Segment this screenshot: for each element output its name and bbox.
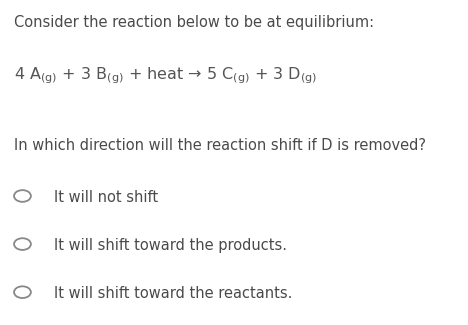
Text: It will shift toward the reactants.: It will shift toward the reactants. <box>54 286 292 301</box>
Text: In which direction will the reaction shift if D is removed?: In which direction will the reaction shi… <box>14 138 426 153</box>
Text: Consider the reaction below to be at equilibrium:: Consider the reaction below to be at equ… <box>14 15 374 30</box>
Text: It will shift toward the products.: It will shift toward the products. <box>54 238 287 253</box>
Text: 4 A$_{\mathregular{(g)}}$ + 3 B$_{\mathregular{(g)}}$ + heat → 5 C$_{\mathregula: 4 A$_{\mathregular{(g)}}$ + 3 B$_{\mathr… <box>14 65 317 85</box>
Text: It will not shift: It will not shift <box>54 190 158 205</box>
